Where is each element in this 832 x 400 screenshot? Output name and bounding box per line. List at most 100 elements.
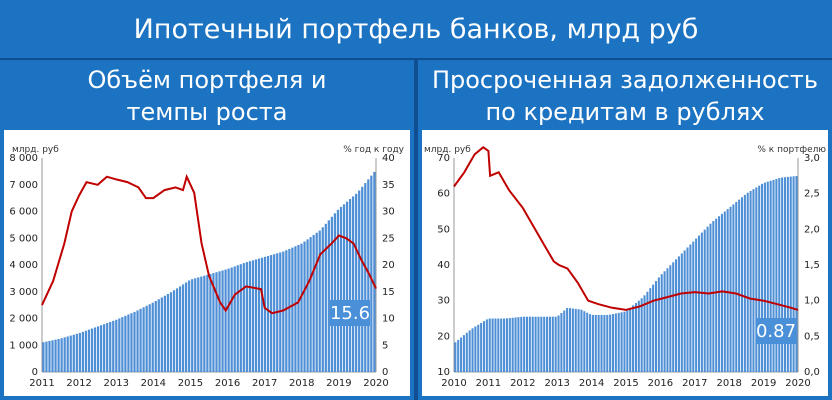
bar [494, 318, 497, 372]
bar [333, 213, 337, 372]
bar [491, 318, 494, 372]
bar [732, 204, 735, 372]
bar [118, 318, 121, 372]
left-axis-unit: млрд. руб [424, 145, 471, 155]
bar [121, 317, 124, 372]
bar [623, 311, 626, 372]
bar [531, 316, 534, 372]
bar [611, 314, 615, 372]
bar [321, 227, 324, 372]
bar [181, 284, 185, 372]
bar [239, 264, 242, 372]
bar [551, 316, 554, 372]
bar [766, 181, 769, 372]
bar [127, 314, 130, 372]
bar [200, 276, 203, 372]
bar [257, 258, 261, 372]
right-axis-unit: % год к году [343, 145, 404, 155]
bar [482, 321, 486, 372]
bar [480, 322, 483, 372]
bar [248, 261, 252, 372]
bar [778, 178, 781, 372]
bar [571, 308, 574, 372]
bar [591, 314, 594, 372]
bar [606, 314, 609, 372]
x-tick-label: 2012 [510, 378, 535, 389]
column-divider [414, 60, 418, 400]
right-y-tick-label: 1,5 [804, 260, 820, 271]
bar [54, 339, 57, 372]
x-tick-label: 2019 [326, 378, 351, 389]
bar [327, 220, 330, 372]
bar [617, 312, 620, 372]
right-y-tick-label: 2,5 [804, 189, 820, 200]
bar [364, 183, 367, 372]
left-heading: Объём портфеля и темпы роста [0, 62, 414, 130]
x-tick-label: 2017 [252, 378, 277, 389]
bar [103, 324, 106, 372]
bar [683, 250, 686, 372]
bar [42, 342, 45, 372]
bar [657, 277, 660, 372]
bar [568, 308, 572, 372]
bar [72, 334, 75, 372]
bar [634, 303, 637, 372]
bar [726, 209, 729, 372]
bar [640, 298, 643, 372]
bar [460, 337, 463, 372]
bar [84, 330, 88, 372]
bar [163, 295, 166, 372]
bar [749, 190, 752, 372]
x-tick-label: 2013 [103, 378, 128, 389]
x-tick-label: 2018 [716, 378, 741, 389]
left-y-tick-label: 2 000 [9, 314, 38, 325]
x-tick-label: 2014 [579, 378, 604, 389]
bar [355, 193, 358, 372]
left-y-tick-label: 6 000 [9, 207, 38, 218]
bar [245, 262, 248, 372]
left-y-tick-label: 1 000 [9, 340, 38, 351]
right-y-tick-label: 15 [382, 287, 395, 298]
bar [78, 332, 81, 372]
bar [763, 182, 766, 372]
bar [294, 246, 297, 372]
left-column: Объём портфеля и темпы роста млрд. руб % … [0, 62, 414, 400]
bar [546, 316, 549, 372]
value-callout-text: 0.87 [756, 321, 796, 342]
bar [227, 268, 230, 372]
bar [236, 265, 239, 372]
bar [96, 326, 100, 372]
bar [718, 216, 721, 372]
bar [597, 314, 600, 372]
bar [609, 314, 612, 372]
bar [194, 278, 197, 372]
bar [686, 247, 689, 372]
bar [769, 180, 772, 372]
bar [263, 256, 267, 372]
bar [735, 201, 738, 372]
value-callout [330, 300, 370, 326]
bar [212, 273, 215, 372]
right-y-tick-label: 5 [382, 340, 388, 351]
bar [520, 316, 523, 372]
bar [87, 329, 91, 372]
bar [746, 192, 749, 372]
bar [566, 308, 569, 372]
bar [632, 305, 635, 372]
bar [306, 239, 309, 372]
bar [462, 335, 465, 372]
bar [136, 310, 139, 372]
bar [66, 336, 69, 372]
bar [563, 310, 566, 372]
bar [166, 293, 170, 372]
bar [454, 342, 457, 372]
bar [160, 297, 163, 372]
left-y-tick-label: 7 000 [9, 180, 38, 191]
bar [580, 309, 583, 372]
bar [706, 226, 709, 372]
bar [643, 295, 646, 372]
x-tick-label: 2018 [289, 378, 314, 389]
bar [157, 299, 160, 372]
bar [554, 316, 557, 372]
bar [781, 177, 784, 372]
